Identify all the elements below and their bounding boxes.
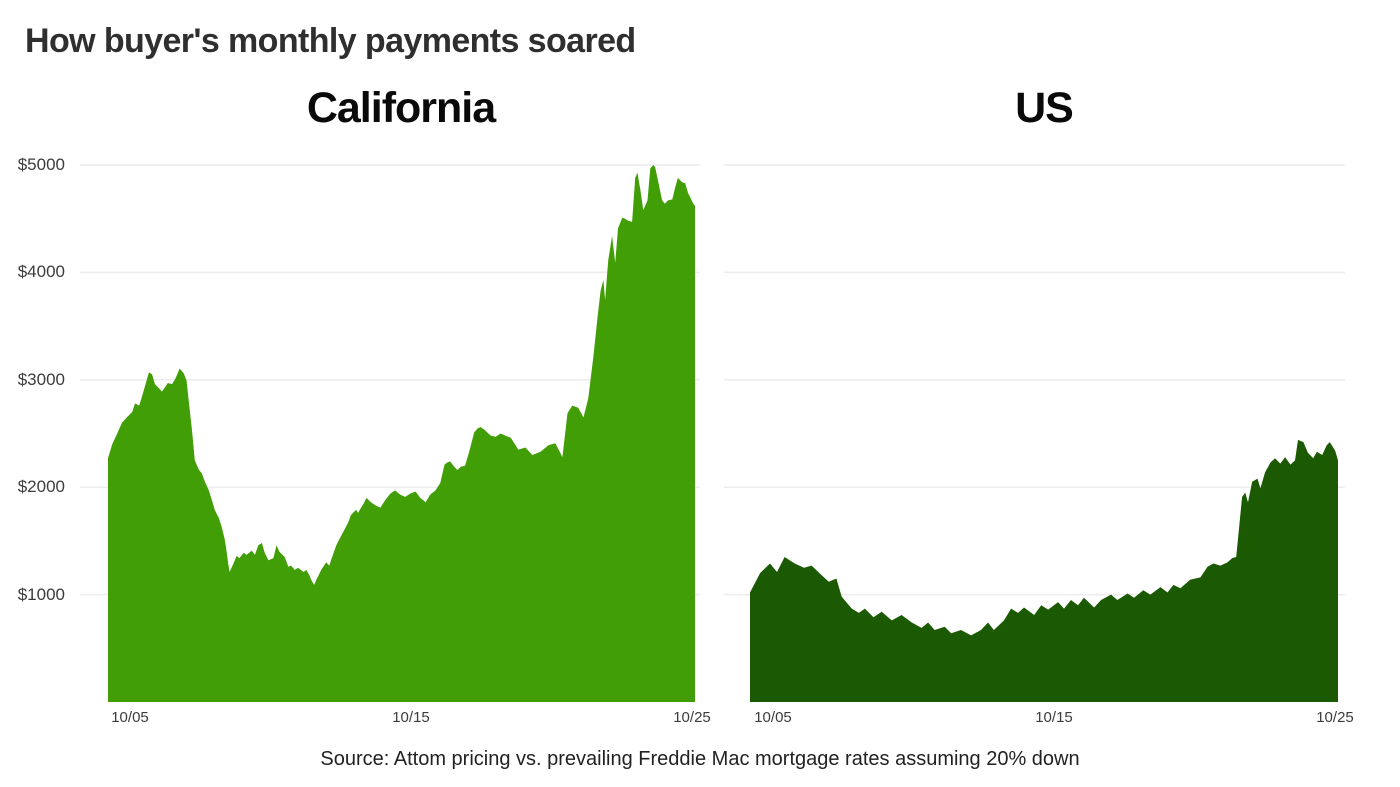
x-tick-label: 10/05	[111, 709, 149, 726]
y-tick-label: $4000	[17, 262, 65, 281]
x-tick-label: 10/15	[392, 709, 430, 726]
y-tick-label: $5000	[17, 155, 65, 174]
chart-title-us: US	[1015, 84, 1074, 132]
x-tick-label: 10/25	[1316, 709, 1354, 726]
chart-title-california: California	[306, 84, 496, 132]
page-title: How buyer's monthly payments soared	[25, 22, 636, 60]
us-area-series	[750, 439, 1338, 702]
x-tick-label: 10/15	[1035, 709, 1073, 726]
x-tick-label: 10/05	[754, 709, 792, 726]
x-tick-label: 10/25	[673, 709, 711, 726]
y-tick-label: $2000	[17, 477, 65, 496]
source-note: Source: Attom pricing vs. prevailing Fre…	[320, 748, 1080, 770]
y-tick-label: $3000	[17, 370, 65, 389]
y-tick-label: $1000	[17, 585, 65, 604]
california-area-series	[108, 165, 695, 702]
